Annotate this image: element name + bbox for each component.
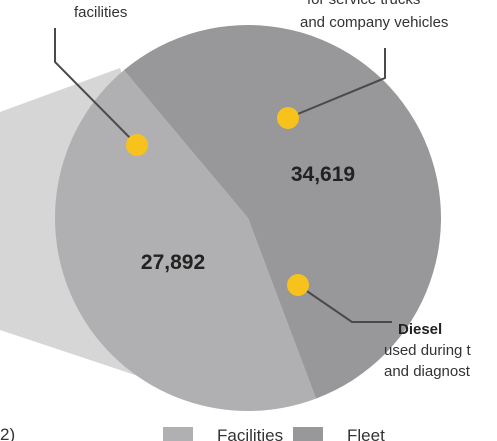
annotation: used during t: [384, 342, 472, 359]
legend-prefix: 2): [0, 425, 15, 441]
annotation: for service trucks: [307, 0, 420, 8]
leaders: [54, 28, 392, 323]
marker-dot: [287, 274, 309, 296]
dots: [126, 107, 309, 296]
marker-dot: [277, 107, 299, 129]
pie: 27,892 34,619: [54, 25, 441, 412]
annotation-title: Diesel: [398, 321, 442, 338]
marker-dot: [126, 134, 148, 156]
legend-swatch: [163, 427, 193, 441]
leader-line: [287, 48, 386, 119]
legend-label: Facilities: [217, 426, 283, 441]
annotation: and company vehicles: [300, 14, 448, 31]
legend-swatch: [293, 427, 323, 441]
value-label: 27,892: [141, 251, 205, 274]
annotation: facilities: [74, 4, 127, 21]
value-label: 34,619: [291, 163, 355, 186]
leader-line: [54, 28, 138, 146]
pie-slice: [123, 25, 441, 399]
legend-label: Fleet: [347, 426, 385, 441]
pie-slice: [54, 70, 316, 412]
annotation: and diagnost: [384, 363, 471, 380]
legend: Facilities Fleet: [163, 426, 385, 441]
leader-line: [297, 284, 392, 323]
